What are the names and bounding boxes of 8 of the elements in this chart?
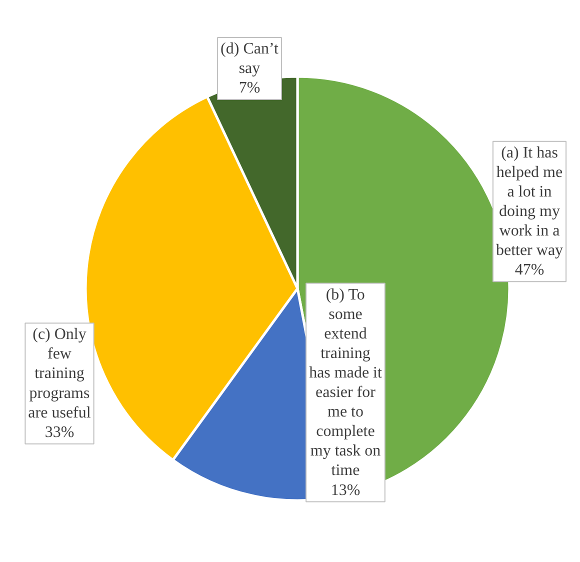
data-label: 33%	[44, 424, 74, 441]
category-label: (b) To some extend training has made it easier for me to complete my task on time	[309, 286, 382, 480]
data-label: 7%	[238, 80, 260, 97]
slice-label: (d) Can’t say	[220, 40, 280, 77]
slice-label: (a) It has helped me a lot in doing my work in a better way	[496, 144, 564, 260]
data-label: 13%	[330, 482, 360, 499]
data-label: 47%	[514, 262, 544, 279]
slice-label: (c) Only few training programs are useful	[28, 326, 92, 422]
